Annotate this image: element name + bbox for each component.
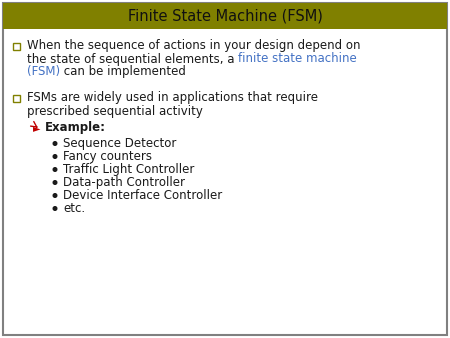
Text: (FSM): (FSM) bbox=[27, 66, 60, 78]
Circle shape bbox=[53, 142, 57, 145]
Text: Device Interface Controller: Device Interface Controller bbox=[63, 189, 222, 202]
Bar bbox=[3, 3, 447, 29]
Text: etc.: etc. bbox=[63, 202, 85, 215]
Text: can be implemented: can be implemented bbox=[60, 66, 186, 78]
Circle shape bbox=[53, 168, 57, 171]
Circle shape bbox=[53, 194, 57, 197]
Text: Data-path Controller: Data-path Controller bbox=[63, 176, 185, 189]
Text: Fancy counters: Fancy counters bbox=[63, 150, 152, 163]
Text: ►: ► bbox=[33, 123, 40, 133]
Text: prescribed sequential activity: prescribed sequential activity bbox=[27, 104, 203, 118]
Circle shape bbox=[53, 155, 57, 158]
Text: Example:: Example: bbox=[45, 121, 106, 135]
Bar bbox=[13, 43, 19, 49]
Circle shape bbox=[53, 181, 57, 184]
Text: the state of sequential elements, a: the state of sequential elements, a bbox=[27, 52, 238, 66]
Text: Finite State Machine (FSM): Finite State Machine (FSM) bbox=[127, 8, 323, 24]
Text: Traffic Light Controller: Traffic Light Controller bbox=[63, 163, 194, 176]
Bar bbox=[13, 95, 19, 101]
Text: finite state machine: finite state machine bbox=[238, 52, 357, 66]
Text: When the sequence of actions in your design depend on: When the sequence of actions in your des… bbox=[27, 40, 360, 52]
Text: Sequence Detector: Sequence Detector bbox=[63, 137, 176, 150]
Circle shape bbox=[53, 207, 57, 210]
Text: FSMs are widely used in applications that require: FSMs are widely used in applications tha… bbox=[27, 92, 318, 104]
